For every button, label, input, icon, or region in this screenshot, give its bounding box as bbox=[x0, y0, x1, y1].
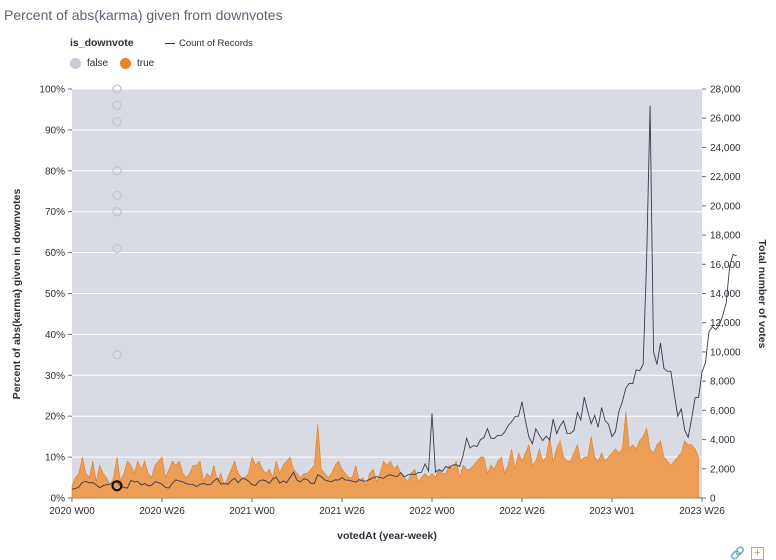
false-point bbox=[112, 190, 122, 200]
legend-label-false: false bbox=[87, 58, 109, 70]
corner-controls: 🔗 + bbox=[730, 546, 770, 560]
y2-tick-label: 24,000 bbox=[710, 143, 741, 154]
x-axis: 2020 W00 2020 W26 2021 W00 2021 W26 2022 W00… bbox=[49, 497, 725, 517]
link-icon[interactable]: 🔗 bbox=[730, 546, 745, 560]
y-tick-label: 70% bbox=[45, 207, 65, 218]
legend-label-true: true bbox=[137, 58, 155, 70]
false-point bbox=[112, 166, 122, 176]
plus-icon[interactable]: + bbox=[751, 547, 764, 560]
y-tick-label: 80% bbox=[45, 166, 65, 177]
y-axis-label: Percent of abs(karma) given in downvotes bbox=[11, 189, 23, 400]
y2-tick-label: 26,000 bbox=[710, 114, 741, 125]
y-tick-label: 30% bbox=[45, 371, 65, 382]
false-point bbox=[112, 207, 122, 217]
y2-tick-label: 2,000 bbox=[710, 464, 735, 475]
y-tick-label: 0% bbox=[51, 494, 66, 505]
x-tick-label: 2021 W26 bbox=[319, 506, 365, 517]
y-tick-label: 20% bbox=[45, 412, 65, 423]
false-point bbox=[112, 84, 122, 94]
y2-tick-label: 8,000 bbox=[710, 377, 735, 388]
grid-lines bbox=[72, 88, 702, 499]
legend-swatch-true bbox=[120, 58, 131, 69]
x-axis-label: votedAt (year-week) bbox=[337, 530, 437, 542]
area-true-series bbox=[71, 412, 699, 499]
y2-tick-label: 18,000 bbox=[710, 231, 741, 242]
y-tick-label: 10% bbox=[45, 453, 65, 464]
legend-line-swatch bbox=[165, 42, 175, 44]
x-tick-label: 2022 W26 bbox=[499, 506, 545, 517]
y2-axis-label: Total number of votes bbox=[756, 240, 768, 349]
x-tick-label: 2022 W00 bbox=[409, 506, 455, 517]
y2-tick-label: 16,000 bbox=[710, 260, 741, 271]
y-tick-label: 40% bbox=[45, 330, 65, 341]
y2-tick-label: 12,000 bbox=[710, 318, 741, 329]
false-point bbox=[112, 117, 122, 127]
x-tick-label: 2023 W26 bbox=[679, 506, 725, 517]
legend-item-true[interactable]: true bbox=[120, 58, 154, 69]
line-count-of-records bbox=[71, 105, 737, 490]
highlighted-point[interactable] bbox=[111, 480, 123, 492]
y-tick-label: 50% bbox=[45, 289, 65, 300]
x-tick-label: 2020 W26 bbox=[139, 506, 185, 517]
legend-count-label: Count of Records bbox=[179, 38, 253, 49]
y2-tick-label: 20,000 bbox=[710, 201, 741, 212]
y-axis-right: 0 2,000 4,000 6,000 8,000 10,000 12,000 14,000 1… bbox=[702, 85, 741, 505]
x-tick-label: 2023 W01 bbox=[589, 506, 635, 517]
y-tick-label: 100% bbox=[39, 85, 65, 96]
legend-item-false[interactable]: false bbox=[70, 58, 108, 69]
x-tick-label: 2021 W00 bbox=[229, 506, 275, 517]
y2-tick-label: 28,000 bbox=[710, 85, 741, 96]
false-points bbox=[112, 84, 122, 360]
false-point bbox=[112, 350, 122, 360]
legend-heading: is_downvote bbox=[70, 37, 134, 49]
y-axis-left: 0% 10% 20% 30% 40% 50% 60% 70% 80% 90% 100% bbox=[39, 85, 72, 505]
x-tick-label: 2020 W00 bbox=[49, 506, 95, 517]
y2-tick-label: 10,000 bbox=[710, 347, 741, 358]
false-point bbox=[112, 100, 122, 111]
y-tick-label: 60% bbox=[45, 248, 65, 259]
y-tick-label: 90% bbox=[45, 125, 65, 136]
chart-title: Percent of abs(karma) given from downvot… bbox=[4, 7, 283, 23]
y2-tick-label: 4,000 bbox=[710, 435, 735, 446]
y2-tick-label: 6,000 bbox=[710, 406, 735, 417]
y2-tick-label: 0 bbox=[710, 494, 716, 505]
y2-tick-label: 22,000 bbox=[710, 172, 741, 183]
legend-swatch-false bbox=[70, 58, 81, 69]
false-point bbox=[112, 243, 122, 254]
legend-count-of-records[interactable]: Count of Records bbox=[165, 38, 253, 49]
y2-tick-label: 14,000 bbox=[710, 289, 741, 300]
